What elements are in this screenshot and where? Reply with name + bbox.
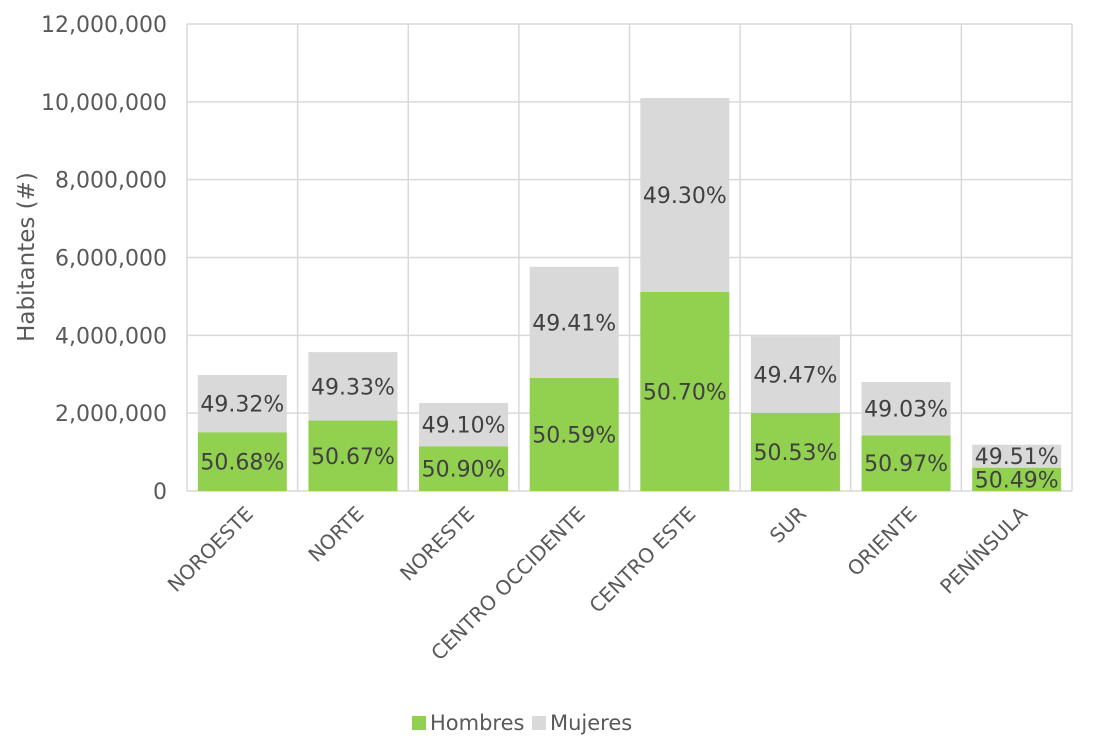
gridlines bbox=[186, 23, 1073, 492]
data-label-mujeres: 49.47% bbox=[753, 363, 837, 388]
data-label-mujeres: 49.32% bbox=[200, 393, 284, 418]
data-label-hombres: 50.97% bbox=[864, 452, 948, 477]
bar-hombres bbox=[308, 420, 398, 491]
bar-hombres bbox=[529, 377, 619, 491]
x-tick-label: NOROESTE bbox=[163, 502, 258, 597]
y-axis-label: Habitantes (#) bbox=[14, 172, 40, 342]
y-tick-label: 2,000,000 bbox=[55, 402, 167, 427]
bar-hombres bbox=[750, 412, 840, 491]
bar-mujeres bbox=[972, 444, 1062, 468]
data-label-hombres: 50.68% bbox=[200, 451, 284, 476]
bar-hombres bbox=[197, 432, 287, 491]
y-tick-label: 4,000,000 bbox=[55, 324, 167, 349]
bar-hombres bbox=[640, 291, 730, 491]
x-tick-label: CENTRO ESTE bbox=[584, 502, 700, 618]
y-tick-label: 0 bbox=[153, 480, 167, 505]
data-label-hombres: 50.53% bbox=[753, 441, 837, 466]
y-tick-label: 10,000,000 bbox=[41, 91, 167, 116]
data-label-hombres: 50.70% bbox=[643, 380, 727, 405]
data-label-hombres: 50.90% bbox=[422, 458, 506, 483]
x-tick-label: NORESTE bbox=[395, 502, 479, 586]
data-label-hombres: 50.49% bbox=[975, 468, 1059, 493]
data-label-hombres: 50.59% bbox=[532, 423, 616, 448]
bar-mujeres bbox=[197, 375, 287, 433]
x-tick-label: SUR bbox=[765, 501, 811, 547]
legend-swatch-hombres bbox=[412, 716, 426, 730]
bar-hombres bbox=[972, 467, 1062, 491]
y-axis: 0 2,000,000 4,000,000 6,000,000 8,000,000 10,… bbox=[41, 13, 167, 505]
bar-mujeres bbox=[861, 382, 951, 436]
y-tick-label: 8,000,000 bbox=[55, 169, 167, 194]
legend-label-hombres: Hombres bbox=[430, 711, 524, 735]
data-label-mujeres: 49.41% bbox=[532, 311, 616, 336]
y-tick-label: 12,000,000 bbox=[41, 13, 167, 38]
data-labels: 50.68% 49.32% 50.67% 49.33% 50.90% 49.10% 50.5… bbox=[200, 184, 1058, 493]
bar-hombres bbox=[419, 446, 509, 491]
data-label-mujeres: 49.03% bbox=[864, 398, 948, 423]
legend-swatch-mujeres bbox=[532, 716, 546, 730]
x-tick-label: ORIENTE bbox=[842, 502, 921, 581]
bar-mujeres bbox=[640, 97, 730, 292]
x-tick-label: PENÍNSULA bbox=[935, 501, 1032, 598]
data-label-mujeres: 49.51% bbox=[975, 445, 1059, 470]
bar-mujeres bbox=[308, 352, 398, 421]
data-label-mujeres: 49.10% bbox=[422, 414, 506, 439]
legend-label-mujeres: Mujeres bbox=[550, 711, 632, 735]
bar-hombres bbox=[861, 435, 951, 491]
x-tick-label: NORTE bbox=[303, 502, 368, 567]
legend: Hombres Mujeres bbox=[412, 711, 632, 735]
data-label-mujeres: 49.33% bbox=[311, 375, 395, 400]
bar-mujeres bbox=[750, 336, 840, 413]
data-label-hombres: 50.67% bbox=[311, 445, 395, 470]
y-tick-label: 6,000,000 bbox=[55, 247, 167, 272]
bars bbox=[197, 97, 1062, 491]
bar-mujeres bbox=[529, 266, 619, 378]
bar-mujeres bbox=[419, 403, 509, 447]
data-label-mujeres: 49.30% bbox=[643, 184, 727, 209]
